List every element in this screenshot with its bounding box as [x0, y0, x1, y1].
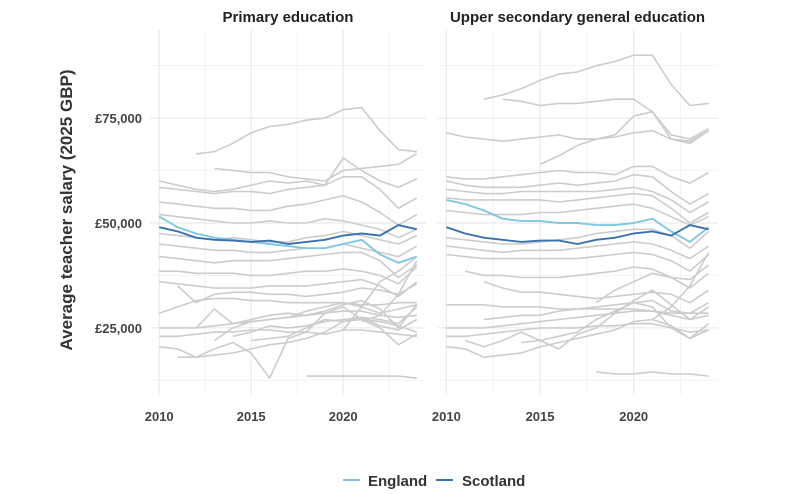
x-tick-label: 2015	[526, 409, 555, 424]
series-line-other	[177, 283, 418, 304]
x-tick-label: 2020	[329, 409, 358, 424]
series-line-other	[446, 322, 709, 338]
panel-1: Primary education 2010 2015 2020 £25,000 £50,…	[95, 9, 426, 424]
panel-title: Upper secondary general education	[450, 9, 705, 26]
x-tick-label: 2010	[145, 409, 174, 424]
series-line-other	[596, 371, 709, 377]
series-line-other	[342, 255, 418, 331]
x-tick-label: 2015	[237, 409, 266, 424]
series-line-other	[446, 241, 710, 260]
series-line-other	[539, 129, 710, 166]
panel-2: Upper secondary general education 2010 201…	[432, 9, 718, 424]
series-line-other	[159, 243, 418, 258]
series-line-england	[446, 198, 710, 243]
series-line-other	[159, 318, 418, 358]
series-line-other	[251, 316, 418, 342]
series-line-other	[446, 192, 709, 224]
series-line-other	[158, 297, 417, 314]
series-line-other	[177, 306, 418, 379]
series-line-other	[232, 306, 418, 338]
x-tick-label: 2020	[619, 409, 648, 424]
series-line-other	[446, 173, 709, 205]
series-line-other	[159, 194, 418, 226]
series-line-other	[651, 252, 710, 321]
y-tick-label: £50,000	[95, 216, 142, 231]
legend-label-scotland: Scotland	[462, 473, 525, 490]
series-line-other	[159, 251, 418, 279]
series-line-other	[361, 260, 418, 323]
legend-label-england: England	[368, 473, 427, 490]
series-line-other	[446, 203, 709, 226]
series-line-other	[159, 176, 418, 210]
series-line-other	[446, 186, 709, 214]
x-tick-label: 2010	[432, 409, 461, 424]
y-axis-title: Average teacher salary (2025 GBP)	[57, 70, 76, 351]
series-line-other	[502, 98, 709, 142]
series-line-other	[159, 213, 418, 239]
series-line-scotland	[158, 224, 418, 245]
series-line-other	[446, 310, 709, 329]
series-line-other	[446, 165, 709, 184]
panel-title: Primary education	[223, 9, 354, 26]
series-line-other	[446, 111, 709, 142]
series-line-other	[446, 251, 710, 272]
series-line-other	[595, 264, 710, 304]
series-line-other	[483, 54, 709, 107]
y-tick-label: £75,000	[95, 111, 142, 126]
series-line-other	[159, 278, 418, 298]
series-line-other	[306, 375, 417, 379]
y-tick-label: £25,000	[95, 321, 142, 336]
series-line-england	[158, 215, 418, 264]
series-line-other	[195, 106, 417, 155]
series-line-other	[521, 289, 710, 350]
series-line-other	[159, 266, 418, 285]
series-line-scotland	[446, 224, 709, 245]
legend: England Scotland	[343, 473, 525, 490]
series-line-other	[446, 318, 709, 358]
series-line-other	[483, 299, 709, 321]
series-line-other	[214, 153, 418, 182]
series-line-other	[159, 329, 417, 338]
series-line-other	[483, 280, 710, 304]
series-line-other	[159, 157, 418, 193]
